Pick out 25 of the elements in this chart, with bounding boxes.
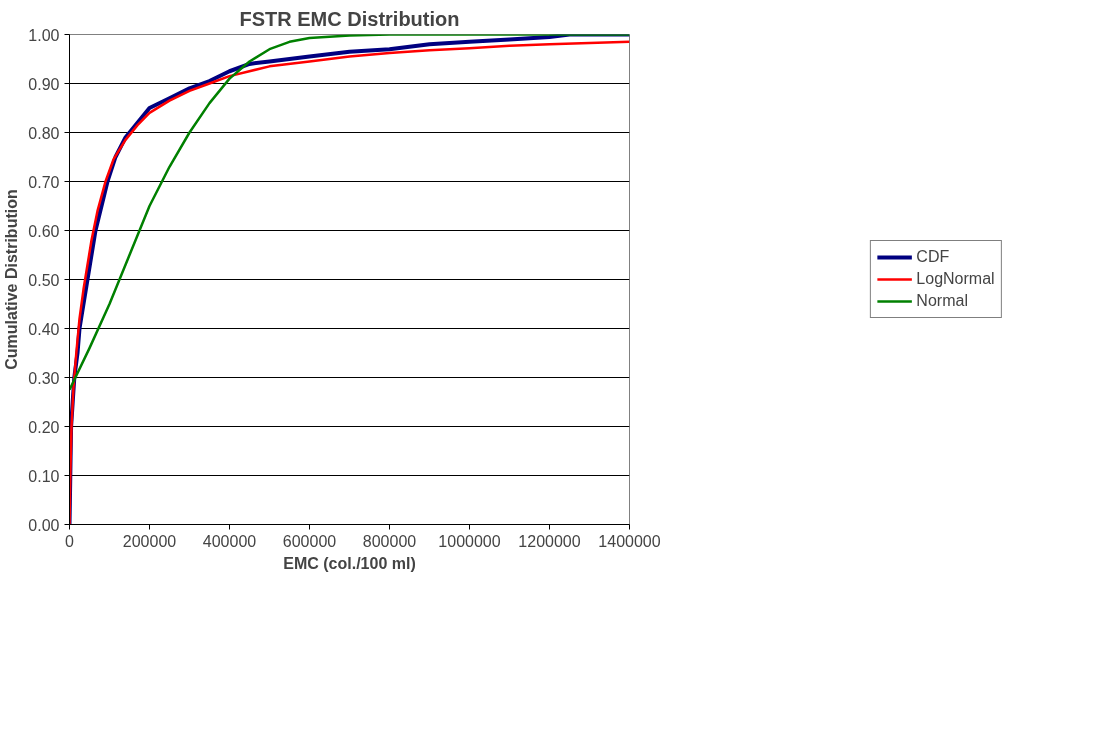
y-tick-label: 0.70: [28, 173, 60, 191]
x-tick-label: 800000: [362, 532, 417, 550]
y-tick-label: 0.10: [28, 467, 60, 485]
x-tick-label: 0: [65, 532, 75, 550]
y-tick-label: 0.20: [28, 418, 60, 436]
y-tick-label: 0.30: [28, 369, 60, 387]
y-axis-title: Cumulative Distribution: [3, 189, 21, 370]
x-tick-label: 1200000: [518, 532, 581, 550]
legend-label: CDF: [916, 248, 950, 266]
x-tick-label: 1400000: [598, 532, 661, 550]
chart-title: FSTR EMC Distribution: [239, 7, 460, 30]
y-tick-label: 0.40: [28, 320, 60, 338]
y-tick-label: 0.60: [28, 222, 60, 240]
y-tick-label: 0.50: [28, 271, 60, 289]
x-tick-label: 200000: [122, 532, 177, 550]
y-tick-label: 0.80: [28, 124, 60, 142]
x-tick-label: 400000: [202, 532, 257, 550]
y-tick-label: 0.90: [28, 75, 60, 93]
x-axis-title: EMC (col./100 ml): [283, 554, 416, 572]
legend-label: LogNormal: [916, 270, 995, 288]
legend-label: Normal: [916, 292, 968, 310]
y-tick-label: 0.00: [28, 516, 60, 534]
x-tick-label: 600000: [282, 532, 337, 550]
x-tick-label: 1000000: [438, 532, 501, 550]
y-tick-label: 1.00: [28, 26, 60, 44]
